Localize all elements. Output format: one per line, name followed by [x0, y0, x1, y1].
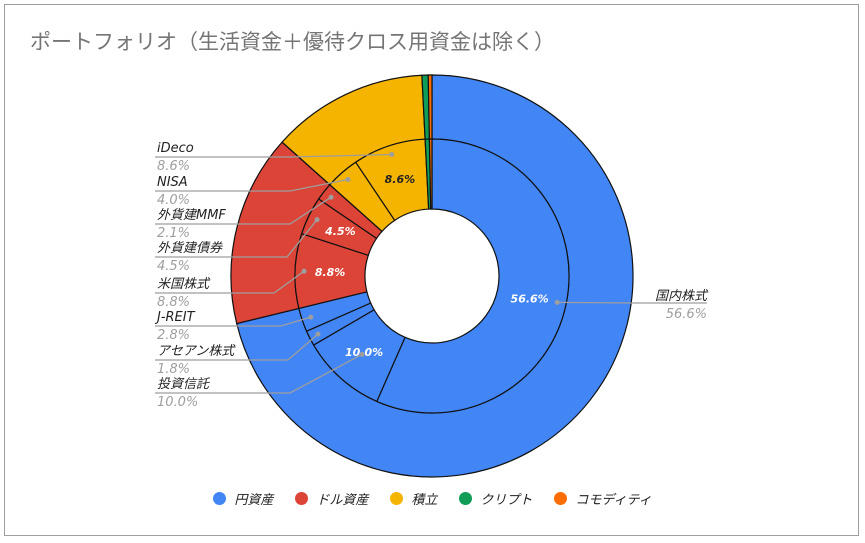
leader-line [155, 353, 363, 394]
legend-marker [213, 492, 227, 505]
label-percent: 2.8% [157, 328, 190, 343]
label-name: 外貨建債券 [157, 241, 223, 256]
legend-marker [295, 492, 309, 505]
legend-label: クリプト [480, 493, 533, 508]
label-name: 投資信託 [157, 377, 211, 392]
label-name: 米国株式 [157, 277, 211, 292]
legend: 円資産 ドル資産 積立 クリプト コモディティ [0, 489, 865, 508]
chart-frame [4, 4, 859, 536]
label-name: アセアン株式 [157, 344, 236, 359]
legend-marker [554, 492, 568, 505]
legend-item[interactable]: コモディティ [554, 489, 652, 508]
inner-segment-10 [428, 138, 433, 210]
leader-dot [554, 299, 560, 305]
legend-item[interactable]: クリプト [459, 489, 532, 508]
label-name: J-REIT [154, 310, 196, 325]
leader-dot [389, 152, 395, 158]
chart-title: ポートフォリオ（生活資金＋優待クロス用資金は除く） [30, 30, 555, 54]
label-percent: 10.0% [157, 395, 198, 410]
label-percent: 1.8% [157, 362, 190, 377]
leader-line [557, 301, 707, 304]
leader-line [155, 196, 332, 225]
inner-data-label: 8.8% [315, 266, 346, 279]
label-percent: 8.6% [157, 159, 190, 174]
legend-label: ドル資産 [316, 493, 369, 508]
leader-dot [359, 351, 365, 357]
leader-line [155, 178, 349, 192]
label-percent: 56.6% [666, 307, 707, 322]
leader-line [155, 316, 311, 327]
legend-label: 積立 [411, 493, 438, 508]
label-name: NISA [157, 175, 188, 190]
leader-line [155, 153, 392, 158]
leader-dot [308, 314, 314, 320]
label-name: 外貨建MMF [157, 208, 226, 223]
label-name: 国内株式 [655, 289, 709, 304]
inner-data-label: 56.6% [511, 293, 549, 306]
leader-line [155, 333, 319, 361]
legend-item[interactable]: ドル資産 [295, 489, 368, 508]
inner-data-label: 8.6% [385, 173, 416, 186]
label-percent: 8.8% [157, 295, 190, 310]
label-percent: 4.0% [157, 193, 190, 208]
leader-dot [345, 176, 351, 182]
inner-data-label: 4.5% [324, 225, 356, 238]
inner-segment-0 [376, 138, 570, 414]
label-percent: 4.5% [157, 259, 190, 274]
leader-line [155, 270, 305, 294]
outer-segment-4 [427, 74, 433, 140]
legend-label: 円資産 [234, 493, 274, 508]
legend-marker [390, 492, 404, 505]
label-percent: 2.1% [157, 226, 190, 241]
leader-line [155, 219, 318, 258]
leader-dot [301, 268, 307, 274]
legend-marker [459, 492, 473, 505]
leader-dot [315, 331, 321, 337]
label-name: iDeco [157, 141, 194, 156]
inner-data-label: 10.0% [345, 346, 383, 359]
legend-item[interactable]: 積立 [390, 489, 437, 508]
legend-item[interactable]: 円資産 [213, 489, 273, 508]
leader-dot [314, 217, 320, 223]
legend-label: コモディティ [575, 493, 652, 508]
leader-dot [328, 194, 334, 200]
